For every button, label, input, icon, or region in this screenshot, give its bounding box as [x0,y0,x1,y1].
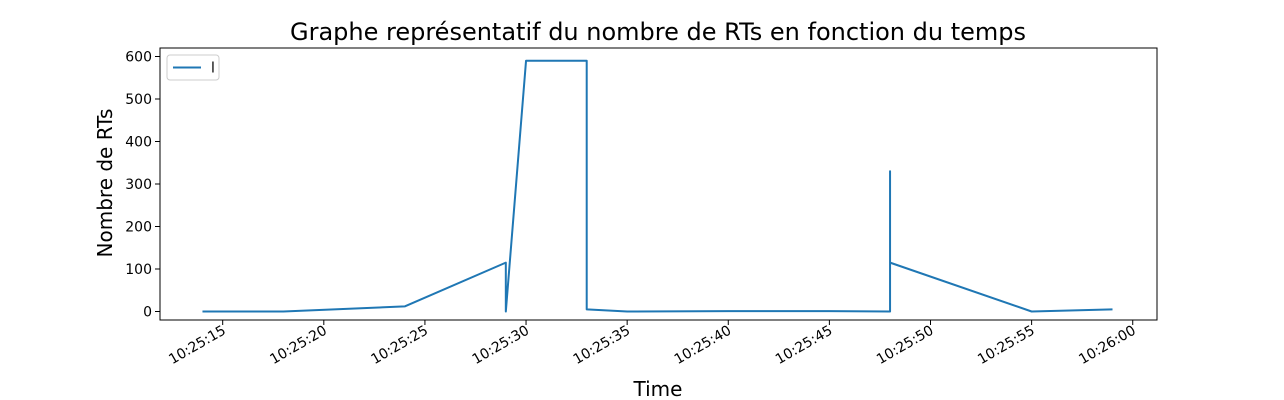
plot-area: 0 100 200 300 400 500 600 10:25:15 10:25:20 10:25… [125,47,1158,368]
chart-title: Graphe représentatif du nombre de RTs en… [290,18,1026,46]
y-axis-label: Nombre de RTs [93,109,117,258]
x-tick-label: 10:25:50 [874,323,936,368]
x-tick-label: 10:25:25 [368,323,430,368]
y-tick-label: 500 [125,92,152,108]
y-tick-label: 300 [125,177,152,193]
y-tick-label: 100 [125,262,152,278]
y-tick-label: 0 [143,305,152,321]
legend-label: l [211,61,215,77]
y-tick-label: 200 [125,220,152,236]
y-tick-label: 600 [125,50,152,66]
x-tick-label: 10:25:15 [166,323,228,368]
axes-frame [159,47,1158,321]
x-axis-label: Time [633,377,683,400]
x-tick-label: 10:25:45 [773,323,835,368]
x-tick-label: 10:25:55 [975,323,1037,368]
x-tick-label: 10:25:20 [267,323,329,368]
y-tick-label: 400 [125,135,152,151]
x-tick-label: 10:25:35 [571,323,633,368]
series-line-0 [202,59,1113,313]
x-tick-label: 10:26:00 [1076,323,1138,368]
x-tick-label: 10:25:40 [672,323,734,368]
x-tick-label: 10:25:30 [470,323,532,368]
